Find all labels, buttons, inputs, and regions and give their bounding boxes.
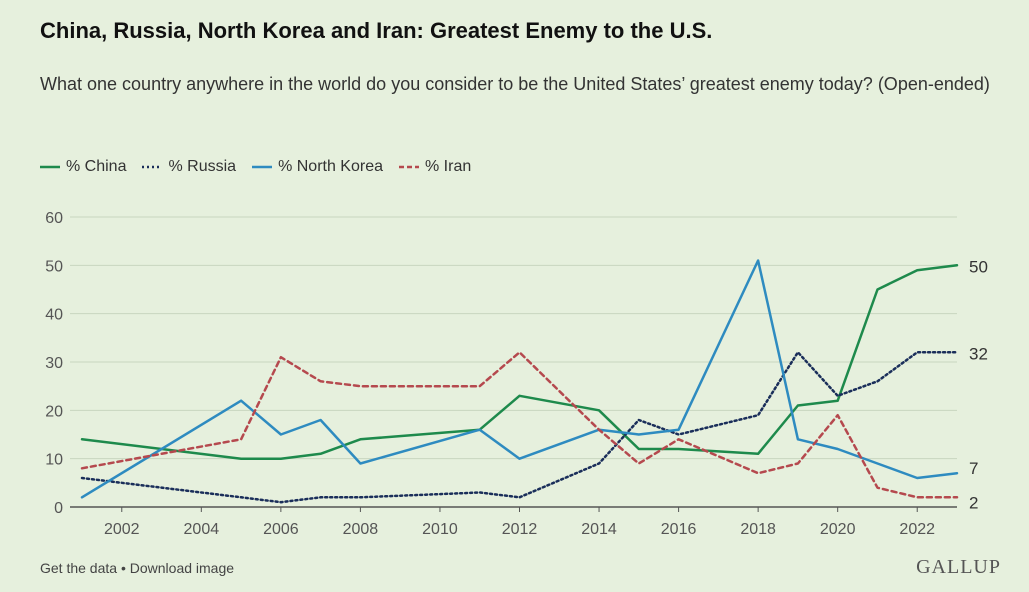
legend-label-russia: % Russia bbox=[168, 158, 237, 175]
series-line-north-korea bbox=[80, 259, 959, 499]
y-tick-label: 40 bbox=[45, 307, 63, 324]
series-line-russia bbox=[80, 351, 959, 504]
y-tick-label: 50 bbox=[45, 258, 63, 275]
brand-logo: GALLUP bbox=[916, 556, 1001, 578]
legend-swatch-china bbox=[40, 165, 60, 169]
legend-label-china: % China bbox=[66, 158, 127, 175]
x-tick-label: 2018 bbox=[740, 521, 776, 538]
x-tick-label: 2010 bbox=[422, 521, 458, 538]
legend-item-china[interactable]: % China bbox=[40, 158, 126, 176]
end-value-label: 50 bbox=[969, 257, 988, 276]
x-tick-label: 2006 bbox=[263, 521, 299, 538]
x-tick-label: 2016 bbox=[661, 521, 697, 538]
legend: % China % Russia % North Korea % Iran bbox=[40, 158, 471, 176]
y-tick-label: 0 bbox=[54, 500, 63, 517]
y-tick-label: 30 bbox=[45, 355, 63, 372]
x-tick-label: 2008 bbox=[343, 521, 379, 538]
get-data-link[interactable]: Get the data bbox=[40, 560, 118, 576]
chart-subtitle: What one country anywhere in the world d… bbox=[40, 74, 990, 94]
legend-label-iran: % Iran bbox=[425, 158, 472, 175]
legend-swatch-north-korea bbox=[252, 165, 273, 169]
legend-item-iran[interactable]: % Iran bbox=[399, 158, 471, 176]
end-value-label: 2 bbox=[969, 493, 978, 512]
legend-label-north-korea: % North Korea bbox=[278, 158, 383, 175]
x-tick-label: 2022 bbox=[899, 521, 935, 538]
legend-swatch-iran bbox=[399, 165, 419, 169]
footer-separator: • bbox=[120, 560, 126, 576]
x-tick-label: 2004 bbox=[184, 521, 220, 538]
series-line-china bbox=[80, 264, 959, 460]
y-tick-label: 60 bbox=[45, 210, 63, 227]
x-tick-label: 2012 bbox=[502, 521, 538, 538]
footer-links: Get the data • Download image bbox=[40, 560, 234, 576]
legend-swatch-russia bbox=[142, 165, 163, 169]
chart-title: China, Russia, North Korea and Iran: Gre… bbox=[40, 18, 713, 43]
end-value-label: 7 bbox=[969, 459, 978, 478]
legend-item-north-korea[interactable]: % North Korea bbox=[252, 158, 383, 176]
download-image-link[interactable]: Download image bbox=[129, 560, 235, 576]
x-tick-label: 2020 bbox=[820, 521, 856, 538]
x-tick-label: 2002 bbox=[104, 521, 140, 538]
series-line-iran bbox=[80, 351, 959, 499]
x-tick-label: 2014 bbox=[581, 521, 617, 538]
legend-item-russia[interactable]: % Russia bbox=[142, 158, 236, 176]
end-value-label: 32 bbox=[969, 344, 988, 363]
y-tick-label: 20 bbox=[45, 403, 63, 420]
y-tick-label: 10 bbox=[45, 452, 63, 469]
